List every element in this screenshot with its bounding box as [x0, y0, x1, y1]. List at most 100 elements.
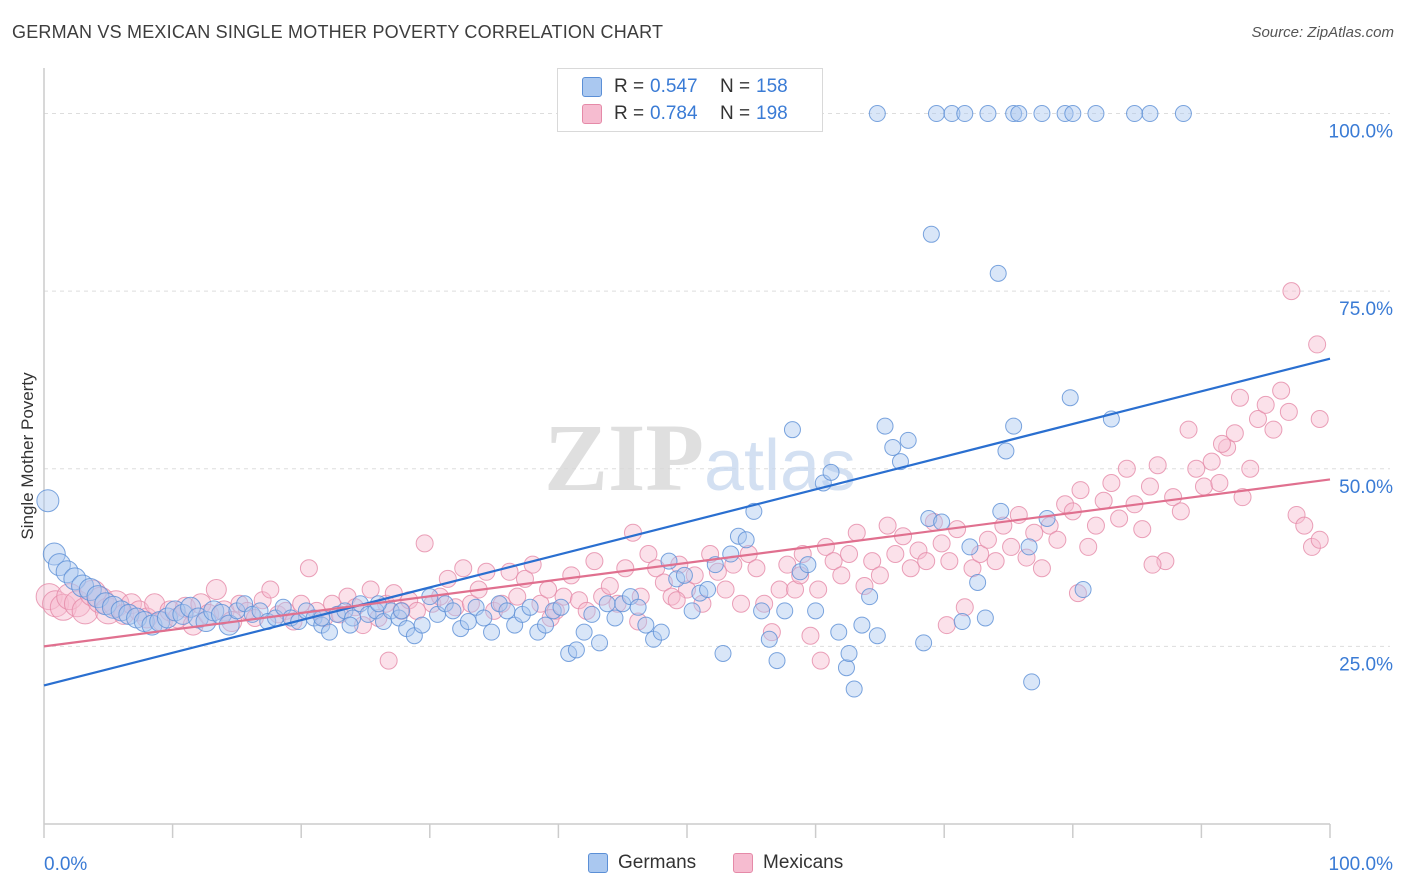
- mexicans-point: [971, 545, 990, 564]
- mexicans-point: [1264, 420, 1283, 439]
- mexicans-point: [1171, 502, 1190, 521]
- germans-point: [1174, 105, 1192, 123]
- germans-point: [483, 623, 501, 641]
- germans-point: [218, 614, 240, 636]
- trend-lines: [43, 357, 1331, 687]
- mexicans-point: [662, 587, 681, 606]
- chart-title: GERMAN VS MEXICAN SINGLE MOTHER POVERTY …: [12, 22, 664, 42]
- mexicans-trend-line: [43, 478, 1331, 648]
- mexicans-point: [361, 580, 380, 599]
- mexicans-point: [747, 559, 766, 578]
- germans-point: [475, 609, 493, 627]
- germans-point: [606, 609, 624, 627]
- germans-point: [799, 556, 817, 574]
- r-label: R =: [614, 76, 645, 97]
- mexicans-point: [847, 523, 866, 542]
- germans-point: [868, 627, 886, 645]
- mexicans-legend-swatch: [733, 853, 753, 873]
- mexicans-point: [1310, 530, 1329, 549]
- germans-point: [992, 502, 1010, 520]
- germans-points: [36, 105, 1192, 698]
- germans-legend-label: Germans: [618, 852, 697, 873]
- bottom-legend-germans: Germans: [588, 852, 696, 874]
- germans-swatch: [582, 77, 602, 97]
- germans-point: [341, 616, 359, 634]
- mexicans-point: [886, 545, 905, 564]
- germans-point: [976, 609, 994, 627]
- mexicans-point: [1002, 537, 1021, 556]
- mexicans-point: [1212, 434, 1231, 453]
- legend-row-germans: R = 0.547 N = 158: [582, 75, 788, 99]
- germans-point: [637, 616, 655, 634]
- mexicans-point: [261, 580, 280, 599]
- mexicans-point: [1272, 381, 1291, 400]
- germans-point: [1010, 105, 1028, 123]
- y-tick-label: 25.0%: [1339, 654, 1393, 675]
- germans-point: [997, 442, 1015, 460]
- mexicans-point: [1187, 459, 1206, 478]
- germans-point: [927, 105, 945, 123]
- mexicans-point: [917, 552, 936, 571]
- mexicans-point: [770, 580, 789, 599]
- n-label: N =: [720, 103, 751, 124]
- germans-point: [768, 652, 786, 670]
- mexicans-point: [840, 545, 859, 564]
- mexicans-point: [600, 576, 619, 595]
- mexicans-point: [654, 573, 673, 592]
- y-tick-label: 75.0%: [1339, 299, 1393, 320]
- mexicans-point: [793, 545, 812, 564]
- y-axis-label: Single Mother Poverty: [18, 372, 37, 540]
- mexicans-point: [631, 587, 650, 606]
- mexicans-point: [1133, 520, 1152, 539]
- germans-point: [1038, 509, 1056, 527]
- mexicans-point: [824, 552, 843, 571]
- germans-point: [459, 613, 477, 631]
- mexicans-point: [909, 541, 928, 560]
- mexicans-point: [801, 626, 820, 645]
- mexicans-point: [811, 651, 830, 670]
- mexicans-point: [144, 593, 166, 615]
- germans-point: [444, 602, 462, 620]
- germans-point: [521, 598, 539, 616]
- mexicans-point: [1230, 388, 1249, 407]
- mexicans-point: [986, 552, 1005, 571]
- germans-point: [567, 641, 585, 659]
- germans-point: [737, 531, 755, 549]
- germans-point: [498, 602, 516, 620]
- mexicans-point: [1017, 548, 1036, 567]
- mexicans-point: [786, 580, 805, 599]
- germans-point: [837, 659, 855, 677]
- germans-point: [1033, 105, 1051, 123]
- mexicans-point: [508, 587, 527, 606]
- germans-point: [861, 588, 879, 606]
- mexicans-point: [42, 590, 70, 618]
- germans-point: [36, 489, 60, 513]
- mexicans-point: [1295, 516, 1314, 535]
- germans-legend-swatch: [588, 853, 608, 873]
- mexicans-point: [832, 566, 851, 585]
- germans-point: [1141, 105, 1159, 123]
- germans-n-value: 158: [756, 76, 788, 97]
- mexicans-point: [562, 566, 581, 585]
- mexicans-point: [1094, 491, 1113, 510]
- germans-point: [920, 509, 938, 527]
- germans-point: [989, 264, 1007, 282]
- mexicans-point: [978, 530, 997, 549]
- germans-point: [552, 598, 570, 616]
- germans-point: [652, 623, 670, 641]
- mexicans-point: [616, 559, 635, 578]
- mexicans-point: [932, 534, 951, 553]
- mexicans-point: [878, 516, 897, 535]
- germans-trend-line: [43, 357, 1331, 687]
- mexicans-point: [1202, 452, 1221, 471]
- mexicans-point: [1282, 282, 1301, 301]
- germans-point: [956, 105, 974, 123]
- mexicans-point: [870, 566, 889, 585]
- bottom-legend-mexicans: Mexicans: [733, 852, 843, 874]
- mexicans-point: [667, 591, 686, 610]
- mexicans-point: [1086, 516, 1105, 535]
- mexicans-point: [1143, 555, 1162, 574]
- germans-point: [1023, 673, 1041, 691]
- germans-point: [598, 595, 616, 613]
- germans-point: [969, 573, 987, 591]
